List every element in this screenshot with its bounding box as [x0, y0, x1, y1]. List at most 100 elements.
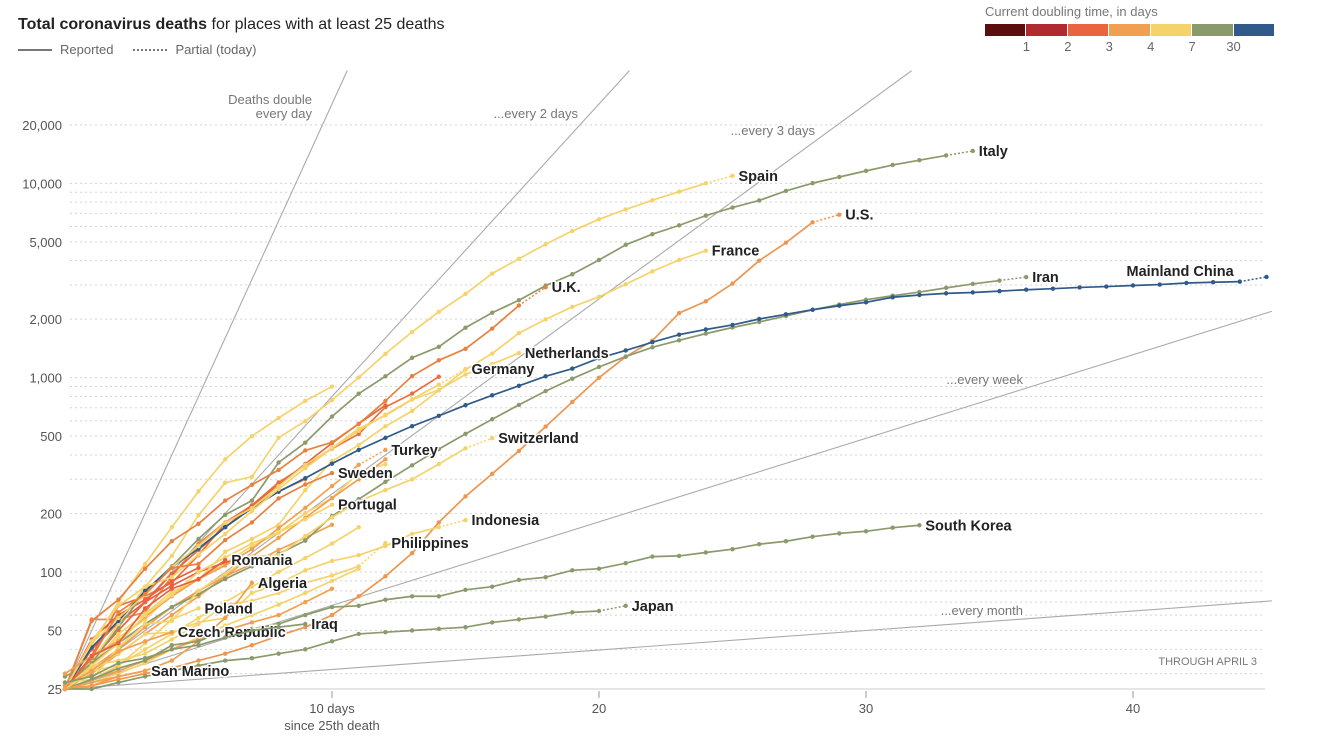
data-point	[62, 680, 68, 685]
data-point	[329, 384, 335, 389]
data-point	[276, 581, 281, 586]
data-point	[383, 479, 388, 485]
data-point	[276, 602, 281, 607]
through-date-note: THROUGH APRIL 3	[1158, 656, 1257, 668]
y-tick-label: 20,000	[22, 118, 62, 133]
color-swatch	[1109, 24, 1150, 36]
series-line	[64, 352, 520, 690]
color-tick: 7	[1188, 39, 1196, 54]
data-point	[490, 417, 495, 422]
data-point	[303, 568, 308, 573]
data-point	[1077, 285, 1082, 290]
data-point	[863, 529, 869, 534]
data-point	[703, 299, 708, 304]
data-point	[223, 576, 228, 582]
data-point	[169, 604, 174, 610]
data-point	[196, 561, 201, 567]
data-point	[303, 487, 308, 493]
data-point	[196, 588, 201, 594]
data-point	[249, 433, 255, 439]
data-point	[623, 242, 628, 248]
data-point	[142, 591, 148, 597]
data-point	[623, 348, 628, 353]
data-point	[383, 630, 388, 635]
data-point	[276, 535, 281, 540]
data-point	[356, 603, 361, 608]
data-point	[516, 577, 522, 583]
partial-segment	[518, 286, 547, 307]
data-point	[356, 442, 361, 448]
data-point	[169, 586, 174, 591]
color-tick: 1	[1022, 39, 1031, 54]
data-point	[249, 520, 255, 525]
reference-line-label: ...every 2 days	[493, 106, 578, 121]
data-point	[863, 168, 869, 174]
data-point	[116, 603, 121, 608]
data-point	[276, 460, 281, 465]
reference-line	[64, 600, 1272, 690]
data-point	[570, 568, 575, 573]
data-point	[783, 188, 789, 194]
series-line	[64, 279, 1000, 687]
data-point	[196, 513, 201, 518]
data-point	[89, 639, 94, 644]
data-point	[116, 680, 121, 685]
data-point	[249, 482, 255, 488]
data-point	[223, 571, 228, 576]
data-point	[223, 498, 228, 503]
y-tick-label: 500	[40, 429, 62, 444]
data-point	[516, 298, 522, 303]
data-point	[329, 397, 335, 403]
data-point	[650, 345, 655, 350]
data-point	[463, 587, 468, 592]
data-point	[116, 597, 121, 602]
data-point	[142, 668, 148, 674]
partial-swatch	[133, 48, 168, 51]
partial-segment	[945, 150, 973, 157]
data-point	[89, 618, 94, 624]
data-point	[196, 658, 201, 663]
reference-line-label: ...every week	[946, 372, 1023, 387]
series-iran: Iran	[62, 269, 1060, 688]
data-point	[116, 631, 121, 637]
data-point	[303, 624, 308, 630]
series-san-marino: San Marino	[62, 662, 231, 692]
data-point	[169, 539, 174, 544]
series-algeria: Algeria	[62, 574, 309, 692]
reference-line-label: every day	[256, 106, 313, 121]
data-point	[276, 522, 281, 527]
y-tick-label: 5,000	[29, 235, 62, 250]
series-line	[64, 565, 359, 690]
data-point	[1210, 280, 1216, 285]
data-point	[623, 603, 628, 608]
data-point	[169, 571, 174, 576]
data-point	[196, 536, 201, 542]
data-point	[409, 373, 415, 379]
series-iraq: Iraq	[62, 616, 339, 685]
data-point	[142, 651, 148, 656]
series-label: Mainland China	[1127, 264, 1235, 280]
data-point	[516, 448, 522, 454]
data-point	[303, 612, 308, 618]
partial-segment	[705, 175, 733, 185]
data-point	[303, 580, 308, 585]
x-axis-label: since 25th death	[284, 718, 379, 733]
data-point	[62, 671, 68, 676]
color-scale-ticks: 1 2 3 4 7 30	[985, 36, 1275, 54]
data-point	[436, 461, 441, 467]
data-point	[142, 566, 148, 571]
series-label: Turkey	[391, 443, 437, 459]
data-point	[249, 628, 255, 633]
data-point	[276, 547, 281, 553]
data-point	[356, 631, 361, 637]
data-point	[436, 344, 441, 350]
data-point	[169, 575, 174, 580]
data-point	[89, 680, 94, 685]
data-point	[356, 525, 361, 530]
data-point	[463, 346, 468, 351]
data-point	[303, 462, 308, 468]
data-point	[970, 290, 975, 295]
series-label: Netherlands	[525, 346, 609, 362]
data-point	[303, 448, 308, 453]
data-point	[543, 614, 548, 619]
